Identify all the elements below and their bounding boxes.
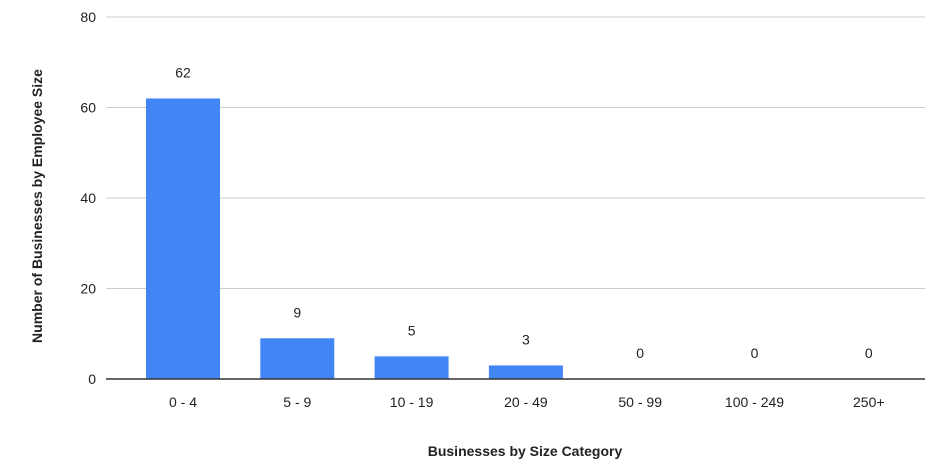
x-tick-label: 50 - 99 — [618, 394, 662, 410]
x-tick-label: 10 - 19 — [390, 394, 434, 410]
y-tick-label: 0 — [88, 371, 96, 387]
gridlines — [106, 16, 925, 289]
x-axis-title: Businesses by Size Category — [428, 443, 623, 459]
data-label: 5 — [408, 322, 416, 338]
data-labels: 62 9 5 3 0 0 0 — [175, 64, 873, 361]
data-label: 0 — [636, 345, 644, 361]
x-tick-label: 250+ — [853, 394, 885, 410]
x-axis-ticks: 0 - 4 5 - 9 10 - 19 20 - 49 50 - 99 100 - 249… — [169, 394, 885, 410]
bar — [488, 365, 563, 379]
y-tick-label: 40 — [80, 190, 96, 206]
bar — [374, 356, 449, 379]
data-label: 9 — [293, 304, 301, 320]
x-tick-label: 20 - 49 — [504, 394, 548, 410]
y-tick-label: 20 — [80, 281, 96, 297]
data-label: 0 — [865, 345, 873, 361]
data-label: 0 — [751, 345, 759, 361]
y-tick-label: 60 — [80, 100, 96, 116]
y-tick-label: 80 — [80, 9, 96, 25]
x-tick-label: 0 - 4 — [169, 394, 197, 410]
bar — [260, 338, 335, 379]
y-axis-title: Number of Businesses by Employee Size — [29, 69, 45, 343]
y-axis-ticks: 0 20 40 60 80 — [80, 9, 96, 387]
bars — [146, 98, 563, 379]
data-label: 3 — [522, 331, 530, 347]
data-label: 62 — [175, 64, 191, 80]
x-tick-label: 100 - 249 — [725, 394, 784, 410]
bar — [146, 98, 220, 379]
x-tick-label: 5 - 9 — [283, 394, 311, 410]
